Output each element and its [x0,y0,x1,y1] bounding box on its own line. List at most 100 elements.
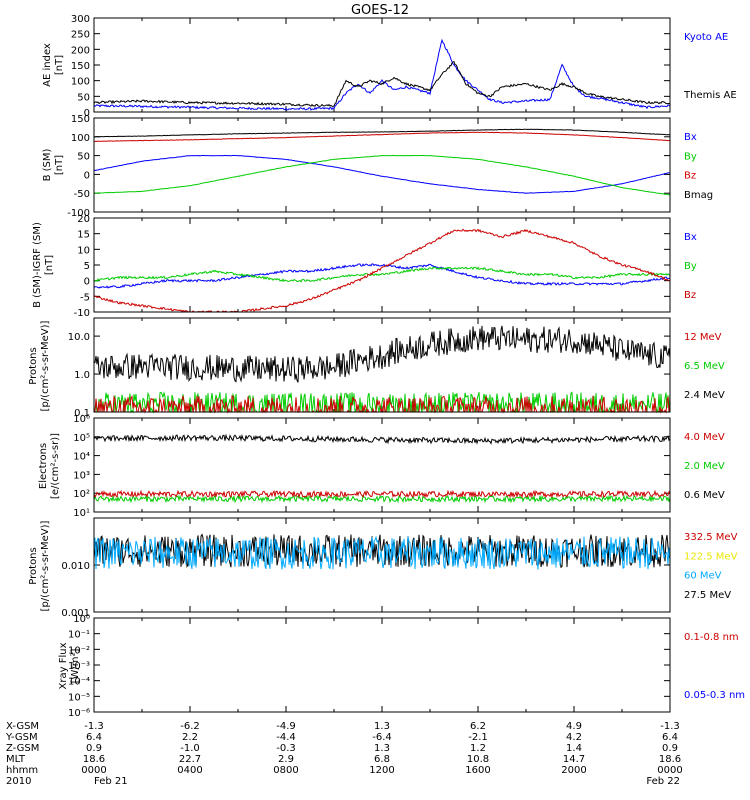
protons2-legend-entry: 60 MeV [684,571,722,582]
electrons-ytick-label: 10¹ [73,508,90,519]
protons2-series-60-mev [93,535,671,570]
ephemeris-cell: 2.2 [182,732,198,743]
bsm-legend: Bx By Bz Bmag [684,132,713,201]
ephemeris-cell: 0.9 [662,743,678,754]
ae-ytick-label: 0 [84,108,90,119]
bigrf-legend-entry: By [684,261,697,272]
protons2-ytick-label: 0.010 [61,561,90,572]
ephemeris-cell: 22.7 [179,754,201,765]
protons1-ytick-label: 10.0 [68,332,90,343]
electrons-legend-entry: 2.0 MeV [684,461,725,472]
bsm-legend-entry: Bx [684,132,697,143]
ephemeris-cell: 0000 [657,765,682,776]
panel-bsm: B (SM) [nT] 150 100 50 0 -50 -100 Bx By Bz Bmag [42,114,713,219]
panel-protons1: Protons [p/(cm²-s-sr-MeV)] 10.0 1.0 0.1 12… [28,317,725,419]
ephemeris-cell: 0.9 [86,743,102,754]
protons1-frame [93,317,671,413]
protons2-ylabel: Protons [p/(cm²-s-sr-MeV)] [28,520,51,611]
bigrf-ylabel: B (SM)-IGRF (SM) [nT] [32,222,55,308]
bsm-series-bmag [93,128,671,138]
panel-electrons: Electrons [e/(cm²-s-sr)] 10⁶ 10⁵ 10⁴ 10³ 10²… [38,414,725,519]
protons2-frame [93,517,671,613]
bsm-ytick-label: 0 [84,170,90,181]
ephemeris-cell: 6.4 [662,732,678,743]
ae-ytick-label: 50 [77,92,90,103]
bsm-series-bz [94,131,670,142]
electrons-series-2-0-mev [93,494,671,504]
xray-ytick-label: 10⁻⁴ [68,677,90,688]
ephemeris-cell: 6.4 [86,732,102,743]
protons1-legend: 12 MeV 6.5 MeV 2.4 MeV [684,332,725,401]
bigrf-ytick-label: 5 [84,261,90,272]
electrons-ytick-label: 10³ [73,470,90,481]
xray-ytick-label: 10⁻² [68,645,90,656]
xray-ylabel-line2: [W/m²] [70,648,81,683]
ae-ylabel-line2: [nT] [54,55,65,75]
ephemeris-cell: 14.7 [563,754,585,765]
ephemeris-row-label: 2010 [6,776,31,787]
ephemeris-cell: 6.2 [470,721,486,732]
protons1-legend-entry: 6.5 MeV [684,361,725,372]
ephemeris-cell: -4.9 [276,721,296,732]
protons1-legend-entry: 12 MeV [684,332,722,343]
bigrf-ytick-label: 10 [77,245,90,256]
electrons-ytick-label: 10⁵ [73,433,90,444]
ephemeris-cell: 18.6 [659,754,681,765]
ephemeris-cell: -4.4 [276,732,296,743]
ephemeris-cell: 10.8 [467,754,489,765]
bigrf-ytick-label: -5 [80,292,90,303]
protons1-ytick-label: 0.1 [74,408,90,419]
figure-title: GOES-12 [351,3,409,18]
electrons-ytick-label: 10⁴ [73,452,90,463]
bigrf-legend: Bx By Bz [684,232,697,301]
ephemeris-cell: 4.2 [566,732,582,743]
protons2-legend-entry: 27.5 MeV [684,590,731,601]
xray-frame [93,617,671,713]
ephemeris-cell: 1.2 [470,743,486,754]
panel-ae: AE index [nT] 300 250 200 150 100 50 0 Kyoto A… [42,14,737,119]
electrons-ylabel: Electrons [e/(cm²-s-sr)] [38,433,61,499]
protons1-legend-entry: 2.4 MeV [684,390,725,401]
bigrf-ytick-label: 0 [84,277,90,288]
ephemeris-cell: 0800 [273,765,298,776]
bigrf-legend-entry: Bz [684,290,696,301]
bigrf-yticks: 20 15 10 5 0 -5 -10 [74,214,671,319]
bsm-legend-entry: By [684,151,697,162]
ae-legend: Kyoto AE Themis AE [683,32,737,101]
bigrf-series-bx [93,263,671,289]
ephemeris-cell: -0.3 [276,743,296,754]
xray-ytick-label: 10⁻¹ [68,630,90,641]
bsm-legend-entry: Bz [684,171,696,182]
panel-protons2: Protons [p/(cm²-s-sr-MeV)] 0.010 0.001 33… [28,517,738,619]
bsm-series-bx [93,154,671,194]
electrons-legend: 4.0 MeV 2.0 MeV 0.6 MeV [684,432,725,501]
electrons-frame [93,417,671,513]
ae-ylabel-line1: AE index [42,43,53,87]
protons1-ylabel-line2: [p/(cm²-s-sr-MeV)] [40,320,51,411]
protons2-series-27-5-mev [93,533,671,569]
ae-yticks: 300 250 200 150 100 50 0 [71,14,671,119]
xray-ytick-label: 10⁰ [73,614,90,625]
protons1-series-2-4-mev [93,325,671,383]
bsm-ylabel-line1: B (SM) [42,148,53,181]
ae-legend-entry: Kyoto AE [684,32,728,43]
ae-frame [93,17,671,113]
ephemeris-row-label: Z-GSM [6,743,39,754]
ephemeris-cell: 1200 [369,765,394,776]
ephemeris-cell: 1.3 [374,721,390,732]
ephemeris-row-label: X-GSM [6,721,39,732]
ephemeris-cell: -1.3 [660,721,680,732]
bigrf-series-by [93,266,671,283]
ephemeris-cell: 2.9 [278,754,294,765]
ae-ytick-label: 300 [71,14,90,25]
bsm-frame [93,117,671,213]
bigrf-ytick-label: 15 [77,230,90,241]
bigrf-series-bz [93,228,671,314]
ae-plot [93,38,671,111]
xray-ylabel: Xray Flux [W/m²] [58,642,81,689]
bsm-ytick-label: 50 [77,152,90,163]
protons1-ytick-label: 1.0 [74,370,90,381]
